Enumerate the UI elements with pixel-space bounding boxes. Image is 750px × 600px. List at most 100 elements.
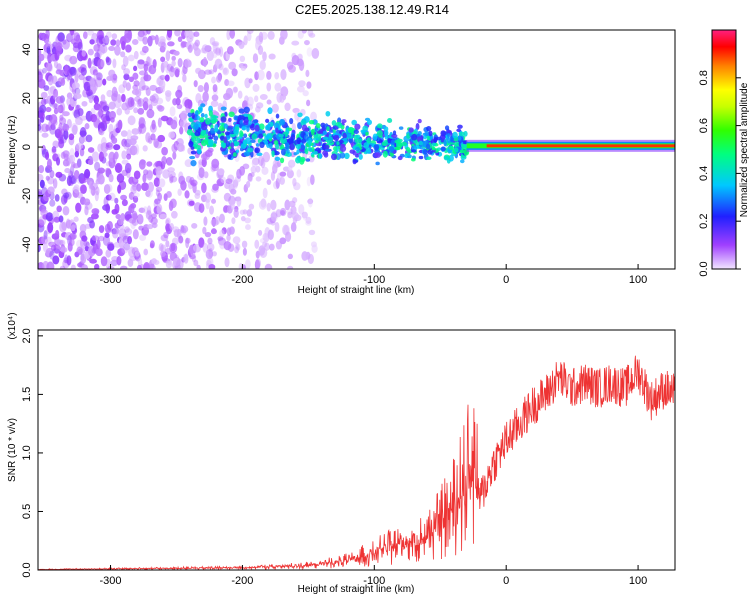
heatmap-cell (202, 56, 208, 68)
heatmap-cell (306, 176, 311, 187)
heatmap-cell (311, 154, 315, 158)
heatmap-cell (102, 105, 110, 112)
heatmap-cell (355, 153, 359, 158)
heatmap-cell (248, 203, 255, 210)
heatmap-cell (280, 69, 287, 81)
heatmap-cell (257, 45, 264, 55)
colorbar-tick-label: 0.4 (698, 166, 710, 181)
heatmap-cell (180, 41, 188, 48)
heatmap-cell (126, 153, 132, 160)
heatmap-cell (54, 194, 60, 202)
heatmap-cell (171, 55, 176, 61)
heatmap-cell (280, 137, 284, 144)
heatmap-cell (116, 107, 123, 116)
heatmap-cell (105, 183, 113, 193)
heatmap-cell (196, 115, 200, 121)
heatmap-cell (341, 119, 347, 124)
heatmap-cell (233, 140, 239, 147)
heatmap-cell (114, 197, 119, 204)
heatmap-cell (53, 216, 61, 223)
heatmap-cell (50, 123, 56, 131)
heatmap-cell (292, 107, 300, 114)
heatmap-cell (51, 146, 57, 153)
heatmap-cell (225, 178, 233, 185)
heatmap-cell (81, 50, 86, 57)
heatmap-cell (228, 111, 235, 118)
heatmap-cell (40, 111, 45, 121)
heatmap-cell (191, 253, 197, 263)
heatmap-cell (255, 176, 262, 182)
heatmap-cell (177, 57, 183, 68)
heatmap-cell (143, 261, 151, 269)
heatmap-cell (256, 152, 263, 157)
heatmap-cell (77, 108, 84, 117)
heatmap-cell (124, 162, 132, 174)
heatmap-cell (123, 68, 131, 76)
heatmap-cell (157, 105, 165, 112)
heatmap-cell (100, 94, 106, 102)
heatmap-cell (274, 71, 280, 80)
heatmap-cell (167, 41, 175, 47)
heatmap-cell (240, 115, 245, 120)
y-tick-label: -40 (21, 237, 33, 253)
heatmap-cell (49, 199, 56, 207)
heatmap-cell (270, 212, 278, 220)
heatmap-cell (351, 119, 358, 126)
heatmap-cell (71, 82, 80, 90)
heatmap-cell (207, 237, 213, 245)
heatmap-cell (106, 220, 113, 231)
heatmap-cell (286, 169, 294, 179)
heatmap-cell (308, 139, 312, 147)
heatmap-cell (322, 136, 329, 141)
heatmap-cell (293, 182, 301, 191)
heatmap-cell (267, 30, 275, 40)
heatmap-cell (235, 243, 241, 251)
heatmap-cell (157, 134, 166, 143)
heatmap-cell (91, 235, 100, 242)
heatmap-cell (345, 132, 352, 138)
heatmap-cell (376, 130, 383, 137)
heatmap-cell (108, 101, 116, 110)
heatmap-cell (304, 39, 310, 46)
heatmap-cell (182, 74, 187, 83)
heatmap-cell (161, 146, 168, 156)
heatmap-cell (242, 209, 248, 215)
heatmap-cell (411, 133, 418, 141)
heatmap-cell (440, 146, 447, 152)
heatmap-cell (114, 151, 119, 160)
heatmap-cell (391, 133, 398, 138)
heatmap-cell (287, 159, 296, 168)
heatmap-cell (254, 124, 260, 132)
heatmap-cell (291, 211, 300, 221)
heatmap-cell (171, 60, 176, 67)
heatmap-cell (312, 150, 318, 155)
heatmap-cell (228, 195, 236, 206)
heatmap-cell (218, 237, 226, 246)
heatmap-cell (322, 130, 328, 136)
heatmap-cell (417, 118, 422, 124)
heatmap-cell (116, 255, 122, 266)
heatmap-cell (390, 139, 396, 146)
heatmap-cell (188, 118, 194, 123)
heatmap-cell (143, 248, 149, 256)
heatmap-cell (405, 152, 411, 157)
heatmap-cell (298, 60, 305, 71)
heatmap-cell (271, 150, 275, 158)
heatmap-cell (287, 253, 293, 260)
heatmap-cell (210, 100, 219, 107)
heatmap-cell (271, 103, 279, 113)
heatmap-cell (229, 226, 235, 235)
heatmap-cell (320, 122, 326, 128)
snr-panel: -300 -200 -100 0 100 0.0 0.5 1.0 1.5 2.0 Height … (7, 312, 676, 595)
heatmap-cell (117, 94, 122, 103)
heatmap-cell (435, 148, 439, 153)
heatmap-cell (270, 199, 277, 211)
y-tick-label: 1.0 (21, 445, 33, 460)
heatmap-cell (87, 159, 94, 166)
heatmap-cell (274, 82, 282, 92)
heatmap-cell (202, 91, 209, 103)
heatmap-cell (80, 178, 87, 184)
heatmap-cell (129, 256, 137, 262)
heatmap-cell (245, 224, 251, 231)
heatmap-cell (343, 137, 348, 142)
